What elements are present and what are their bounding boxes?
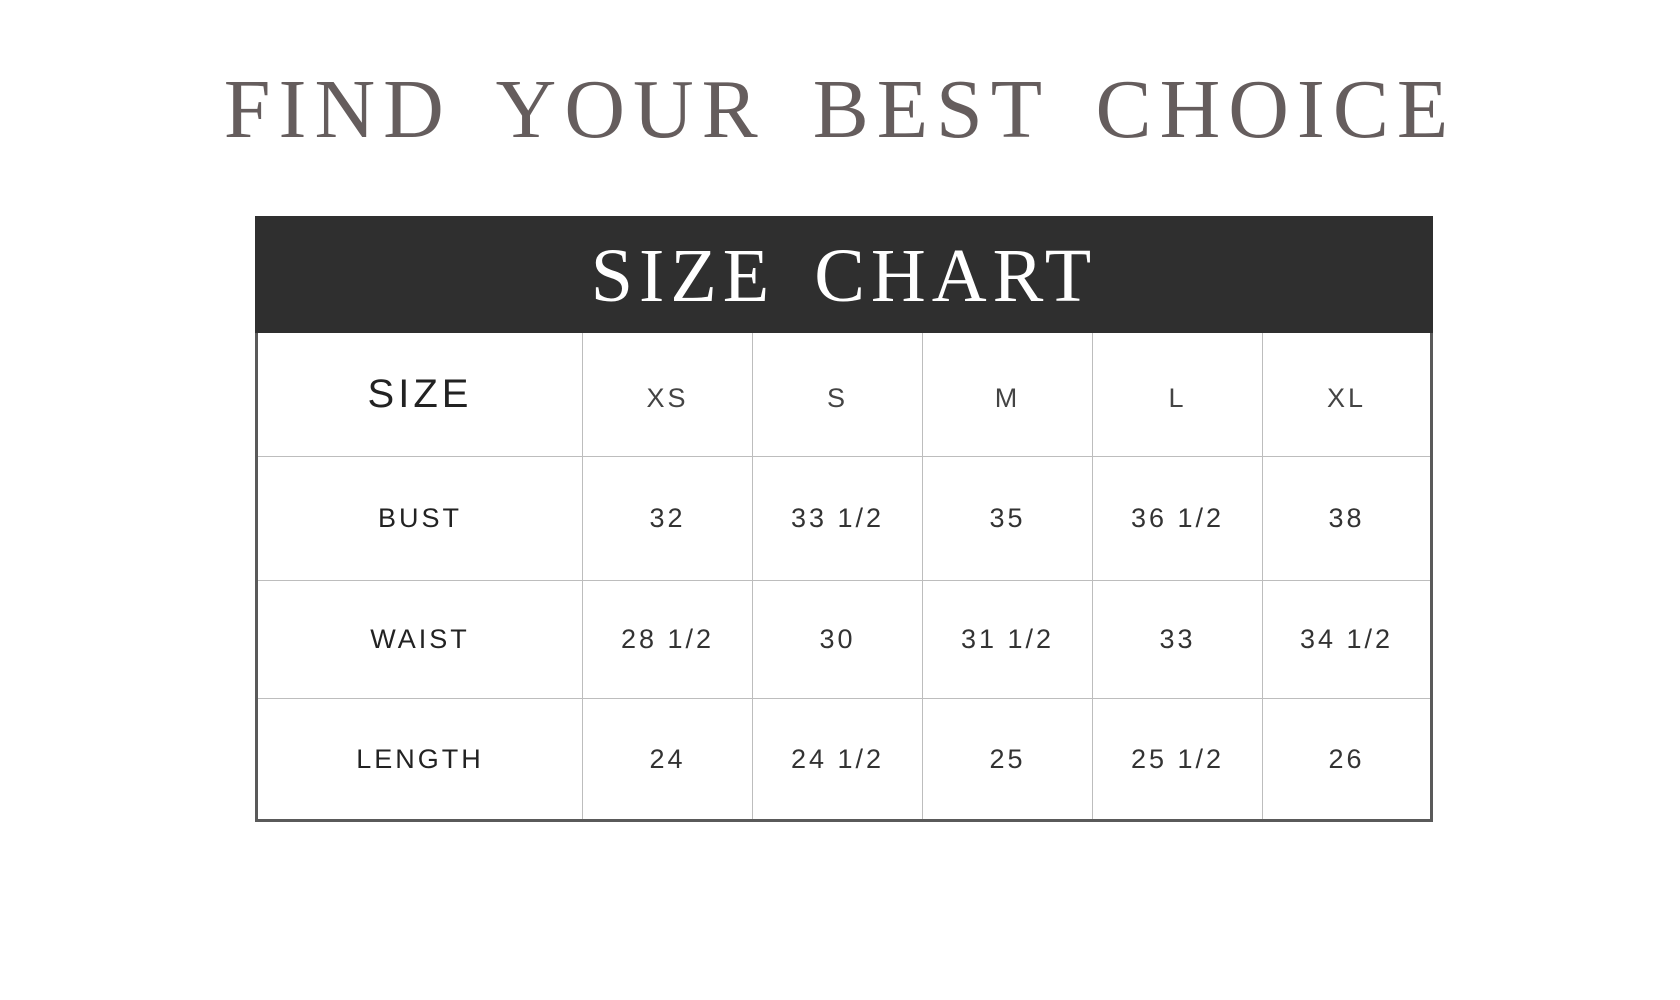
row-label: BUST <box>377 503 462 533</box>
table-row: LENGTH 24 24 1/2 25 25 1/2 26 <box>258 698 1430 819</box>
table-cell: 33 1/2 <box>752 457 922 580</box>
table-row: WAIST 28 1/2 30 31 1/2 33 34 1/2 <box>258 580 1430 698</box>
table-cell: 38 <box>1262 457 1430 580</box>
size-header-cell: XS <box>582 333 752 456</box>
table-cell: 35 <box>922 457 1092 580</box>
table-cell: 24 1/2 <box>752 699 922 819</box>
size-header-cell: S <box>752 333 922 456</box>
table-cell: 33 <box>1092 581 1262 698</box>
table-cell: 34 1/2 <box>1262 581 1430 698</box>
size-chart-header: SIZE CHART <box>255 216 1433 333</box>
row-label: WAIST <box>370 624 470 654</box>
size-header-cell: L <box>1092 333 1262 456</box>
row-label: SIZE <box>367 372 473 416</box>
table-row: BUST 32 33 1/2 35 36 1/2 38 <box>258 456 1430 580</box>
row-label: LENGTH <box>356 743 484 774</box>
table-cell: 30 <box>752 581 922 698</box>
table-cell: 36 1/2 <box>1092 457 1262 580</box>
table-cell: 31 1/2 <box>922 581 1092 698</box>
size-grid: SIZE XS S M L XL BUST 32 33 1/2 35 36 1/2 38 WAIST 28… <box>255 333 1433 822</box>
table-cell: 25 <box>922 699 1092 819</box>
size-header-cell: M <box>922 333 1092 456</box>
table-cell: 32 <box>582 457 752 580</box>
page-title: FIND YOUR BEST CHOICE <box>223 63 1457 156</box>
size-header-cell: XL <box>1262 333 1430 456</box>
table-cell: 28 1/2 <box>582 581 752 698</box>
size-chart-table: SIZE CHART SIZE XS S M L XL BUST 32 33 1/2 35 36 1… <box>255 216 1433 822</box>
table-cell: 26 <box>1262 699 1430 819</box>
table-cell: 25 1/2 <box>1092 699 1262 819</box>
header-row: SIZE XS S M L XL <box>258 333 1430 456</box>
table-cell: 24 <box>582 699 752 819</box>
